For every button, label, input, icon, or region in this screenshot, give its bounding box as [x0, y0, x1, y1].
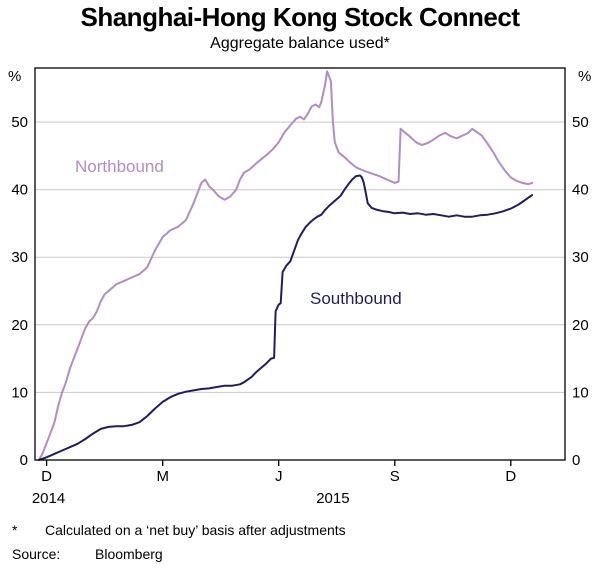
y-tick-label-right: 20 — [572, 317, 589, 334]
source-note: Source: Bloomberg — [12, 546, 163, 562]
y-tick-label-left: 30 — [11, 249, 28, 266]
y-tick-label-right: 30 — [572, 249, 589, 266]
northbound-line — [37, 70, 534, 461]
plot-border — [34, 67, 566, 461]
southbound-series-label: Southbound — [310, 289, 402, 308]
y-tick-label-right: 50 — [572, 114, 589, 131]
y-tick-label-left: 40 — [11, 182, 28, 199]
source-value: Bloomberg — [95, 546, 163, 562]
chart-title: Shanghai-Hong Kong Stock Connect — [80, 2, 521, 32]
year-label: 2015 — [316, 490, 349, 507]
y-tick-label-left: 0 — [20, 452, 28, 469]
x-tick-label: D — [505, 468, 516, 485]
y-tick-label-left: 20 — [11, 317, 28, 334]
y-axis-unit-right: % — [578, 68, 591, 85]
x-tick-label: M — [156, 468, 169, 485]
y-tick-label-left: 50 — [11, 114, 28, 131]
footnote: * Calculated on a ‘net buy’ basis after a… — [12, 522, 346, 538]
x-tick-label: D — [41, 468, 52, 485]
y-axis-unit-left: % — [8, 68, 21, 85]
y-tick-label-left: 10 — [11, 384, 28, 401]
chart-subtitle: Aggregate balance used* — [210, 35, 390, 52]
year-label: 2014 — [32, 490, 65, 507]
footnote-text: Calculated on a ‘net buy’ basis after ad… — [45, 522, 346, 538]
footnote-marker: * — [12, 522, 18, 538]
southbound-line — [37, 174, 534, 461]
x-tick-label: S — [390, 468, 400, 485]
y-tick-label-right: 40 — [572, 182, 589, 199]
y-tick-label-right: 10 — [572, 384, 589, 401]
x-tick-label: J — [275, 468, 283, 485]
y-tick-label-right: 0 — [572, 452, 580, 469]
northbound-series-label: Northbound — [75, 157, 164, 176]
source-label: Source: — [12, 546, 61, 562]
